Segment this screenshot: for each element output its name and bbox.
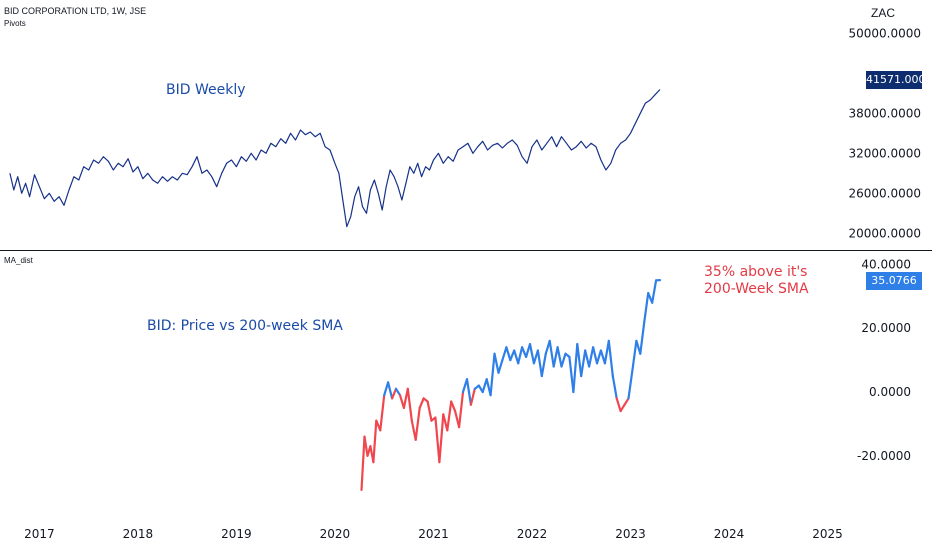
ma-dist-segment bbox=[481, 378, 488, 394]
ma-dist-segment bbox=[631, 339, 638, 371]
ma-dist-segment bbox=[363, 435, 369, 457]
price-tick-label: 20000.0000 bbox=[848, 226, 921, 240]
ma-dist-tick-label: 0.0000 bbox=[869, 385, 911, 399]
ma-dist-segment bbox=[489, 352, 496, 397]
ma-dist-segment bbox=[587, 346, 595, 368]
year-tick-label: 2025 bbox=[812, 527, 843, 541]
ma-dist-segment bbox=[434, 416, 441, 464]
ma-dist-segment bbox=[552, 346, 559, 368]
callout-line-1: 35% above it's bbox=[704, 264, 808, 280]
year-tick-label: 2017 bbox=[24, 527, 55, 541]
price-series-line bbox=[9, 89, 661, 228]
price-vs-sma-annotation: BID: Price vs 200-week SMA bbox=[147, 318, 343, 334]
ma-dist-tick-label: -20.0000 bbox=[857, 449, 911, 463]
year-tick-label: 2022 bbox=[517, 527, 548, 541]
ma-dist-segment bbox=[387, 381, 394, 400]
ma-dist-segment bbox=[497, 359, 504, 374]
ma-dist-tick-label: 20.0000 bbox=[861, 321, 911, 335]
ma-dist-segment bbox=[568, 355, 575, 394]
ma-dist-segment bbox=[501, 346, 508, 362]
callout-line-2: 200-Week SMA bbox=[704, 281, 809, 297]
ma-dist-segment bbox=[560, 352, 567, 368]
ma-dist-segment bbox=[414, 406, 421, 441]
ma-dist-segment bbox=[627, 368, 634, 400]
ma-dist-segment bbox=[517, 346, 524, 365]
ma-dist-segment bbox=[394, 387, 402, 397]
ma-dist-segment bbox=[607, 339, 614, 378]
ma-dist-segment bbox=[360, 435, 366, 491]
ma-dist-segment bbox=[651, 279, 658, 304]
bid-weekly-annotation: BID Weekly bbox=[166, 82, 246, 98]
price-tick-label: 38000.0000 bbox=[848, 106, 921, 120]
ma-dist-segment bbox=[465, 378, 472, 406]
price-tick-label: 32000.0000 bbox=[848, 146, 921, 160]
callout-annotation: 35% above it's 200-Week SMA bbox=[704, 264, 809, 298]
ma-dist-segment bbox=[493, 352, 500, 374]
last-ma-dist-badge: 35.0766 bbox=[866, 272, 922, 290]
ma-dist-tick-label: 40.0000 bbox=[861, 257, 911, 271]
last-price-badge: 41571.0000 bbox=[866, 71, 932, 89]
ma-dist-segment bbox=[426, 400, 433, 422]
ma-dist-segment bbox=[391, 387, 398, 400]
ma-dist-segment bbox=[623, 397, 630, 406]
symbol-title: BID CORPORATION LTD, 1W, JSE bbox=[4, 6, 147, 16]
currency-unit-label: ZAC bbox=[871, 6, 895, 20]
ma-dist-segment bbox=[379, 394, 386, 432]
ma-dist-segment bbox=[406, 387, 413, 422]
ma-dist-segment bbox=[469, 387, 476, 406]
ma-dist-segment bbox=[611, 374, 618, 400]
ma-dist-segment bbox=[584, 349, 591, 368]
ma-dist-segment bbox=[595, 349, 603, 365]
ma-dist-segment bbox=[505, 346, 512, 362]
ma-dist-segment bbox=[591, 346, 599, 365]
ma-dist-segment bbox=[540, 352, 547, 378]
ma-dist-segment bbox=[446, 400, 453, 432]
price-tick-label: 50000.0000 bbox=[848, 26, 921, 40]
ma-dist-segment bbox=[639, 320, 646, 355]
pivots-indicator-label[interactable]: Pivots bbox=[4, 19, 26, 28]
year-tick-label: 2018 bbox=[123, 527, 154, 541]
ma-dist-segment bbox=[438, 413, 445, 464]
year-tick-label: 2019 bbox=[221, 527, 252, 541]
year-tick-label: 2024 bbox=[714, 527, 745, 541]
ma-dist-segment bbox=[643, 292, 650, 323]
ma-dist-segment bbox=[572, 343, 579, 394]
ma-dist-segment bbox=[383, 381, 390, 397]
year-tick-label: 2021 bbox=[418, 527, 449, 541]
ma-dist-segment bbox=[556, 346, 563, 368]
ma-dist-segment bbox=[450, 400, 457, 413]
ma-dist-segment bbox=[548, 339, 555, 368]
ma-dist-segment bbox=[520, 346, 528, 358]
ma-dist-indicator-label[interactable]: MA_dist bbox=[4, 256, 33, 265]
ma-dist-segment bbox=[615, 397, 622, 413]
ma-dist-segment bbox=[528, 343, 536, 365]
ma-dist-segment bbox=[458, 390, 465, 429]
ma-dist-segment bbox=[580, 349, 587, 378]
ma-dist-segment bbox=[418, 397, 425, 409]
year-tick-label: 2023 bbox=[615, 527, 646, 541]
year-tick-label: 2020 bbox=[320, 527, 351, 541]
ma-dist-segment bbox=[372, 419, 378, 464]
ma-dist-segment bbox=[576, 343, 583, 378]
ma-dist-segment bbox=[513, 349, 520, 365]
ma-dist-segment bbox=[536, 349, 543, 378]
price-tick-label: 26000.0000 bbox=[848, 186, 921, 200]
ma-dist-segment bbox=[619, 403, 626, 413]
